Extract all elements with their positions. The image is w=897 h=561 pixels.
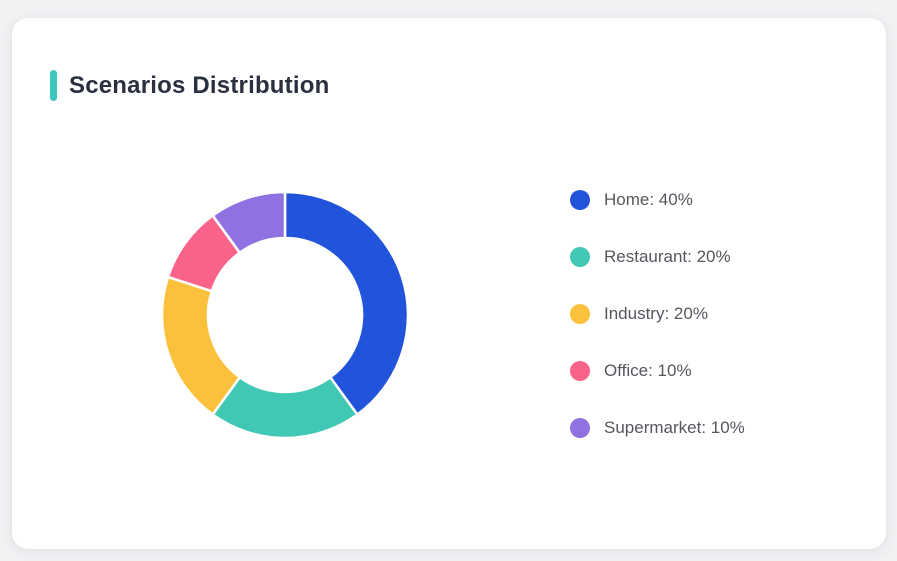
card-title: Scenarios Distribution bbox=[69, 71, 330, 99]
scenarios-distribution-card: Scenarios Distribution Home: 40% Restaura… bbox=[12, 18, 886, 549]
legend-item-office[interactable]: Office: 10% bbox=[570, 361, 745, 381]
chart-area: Home: 40% Restaurant: 20% Industry: 20% Off… bbox=[12, 18, 886, 549]
donut-slice-supermarket[interactable] bbox=[211, 190, 287, 254]
chart-legend: Home: 40% Restaurant: 20% Industry: 20% Off… bbox=[570, 190, 745, 438]
legend-dot-supermarket bbox=[570, 418, 590, 438]
legend-dot-office bbox=[570, 361, 590, 381]
legend-item-supermarket[interactable]: Supermarket: 10% bbox=[570, 418, 745, 438]
legend-label: Industry: 20% bbox=[604, 304, 708, 323]
legend-dot-home bbox=[570, 190, 590, 210]
legend-label: Office: 10% bbox=[604, 361, 692, 380]
donut-slice-industry[interactable] bbox=[160, 275, 241, 416]
legend-dot-restaurant bbox=[570, 247, 590, 267]
legend-dot-industry bbox=[570, 304, 590, 324]
donut-slice-home[interactable] bbox=[283, 190, 410, 416]
legend-label: Restaurant: 20% bbox=[604, 247, 731, 266]
legend-item-home[interactable]: Home: 40% bbox=[570, 190, 745, 210]
legend-item-restaurant[interactable]: Restaurant: 20% bbox=[570, 247, 745, 267]
legend-label: Supermarket: 10% bbox=[604, 418, 745, 437]
title-accent-bar bbox=[50, 70, 57, 101]
card-header: Scenarios Distribution bbox=[50, 70, 329, 101]
legend-label: Home: 40% bbox=[604, 190, 693, 209]
donut-chart[interactable] bbox=[160, 190, 410, 440]
legend-item-industry[interactable]: Industry: 20% bbox=[570, 304, 745, 324]
